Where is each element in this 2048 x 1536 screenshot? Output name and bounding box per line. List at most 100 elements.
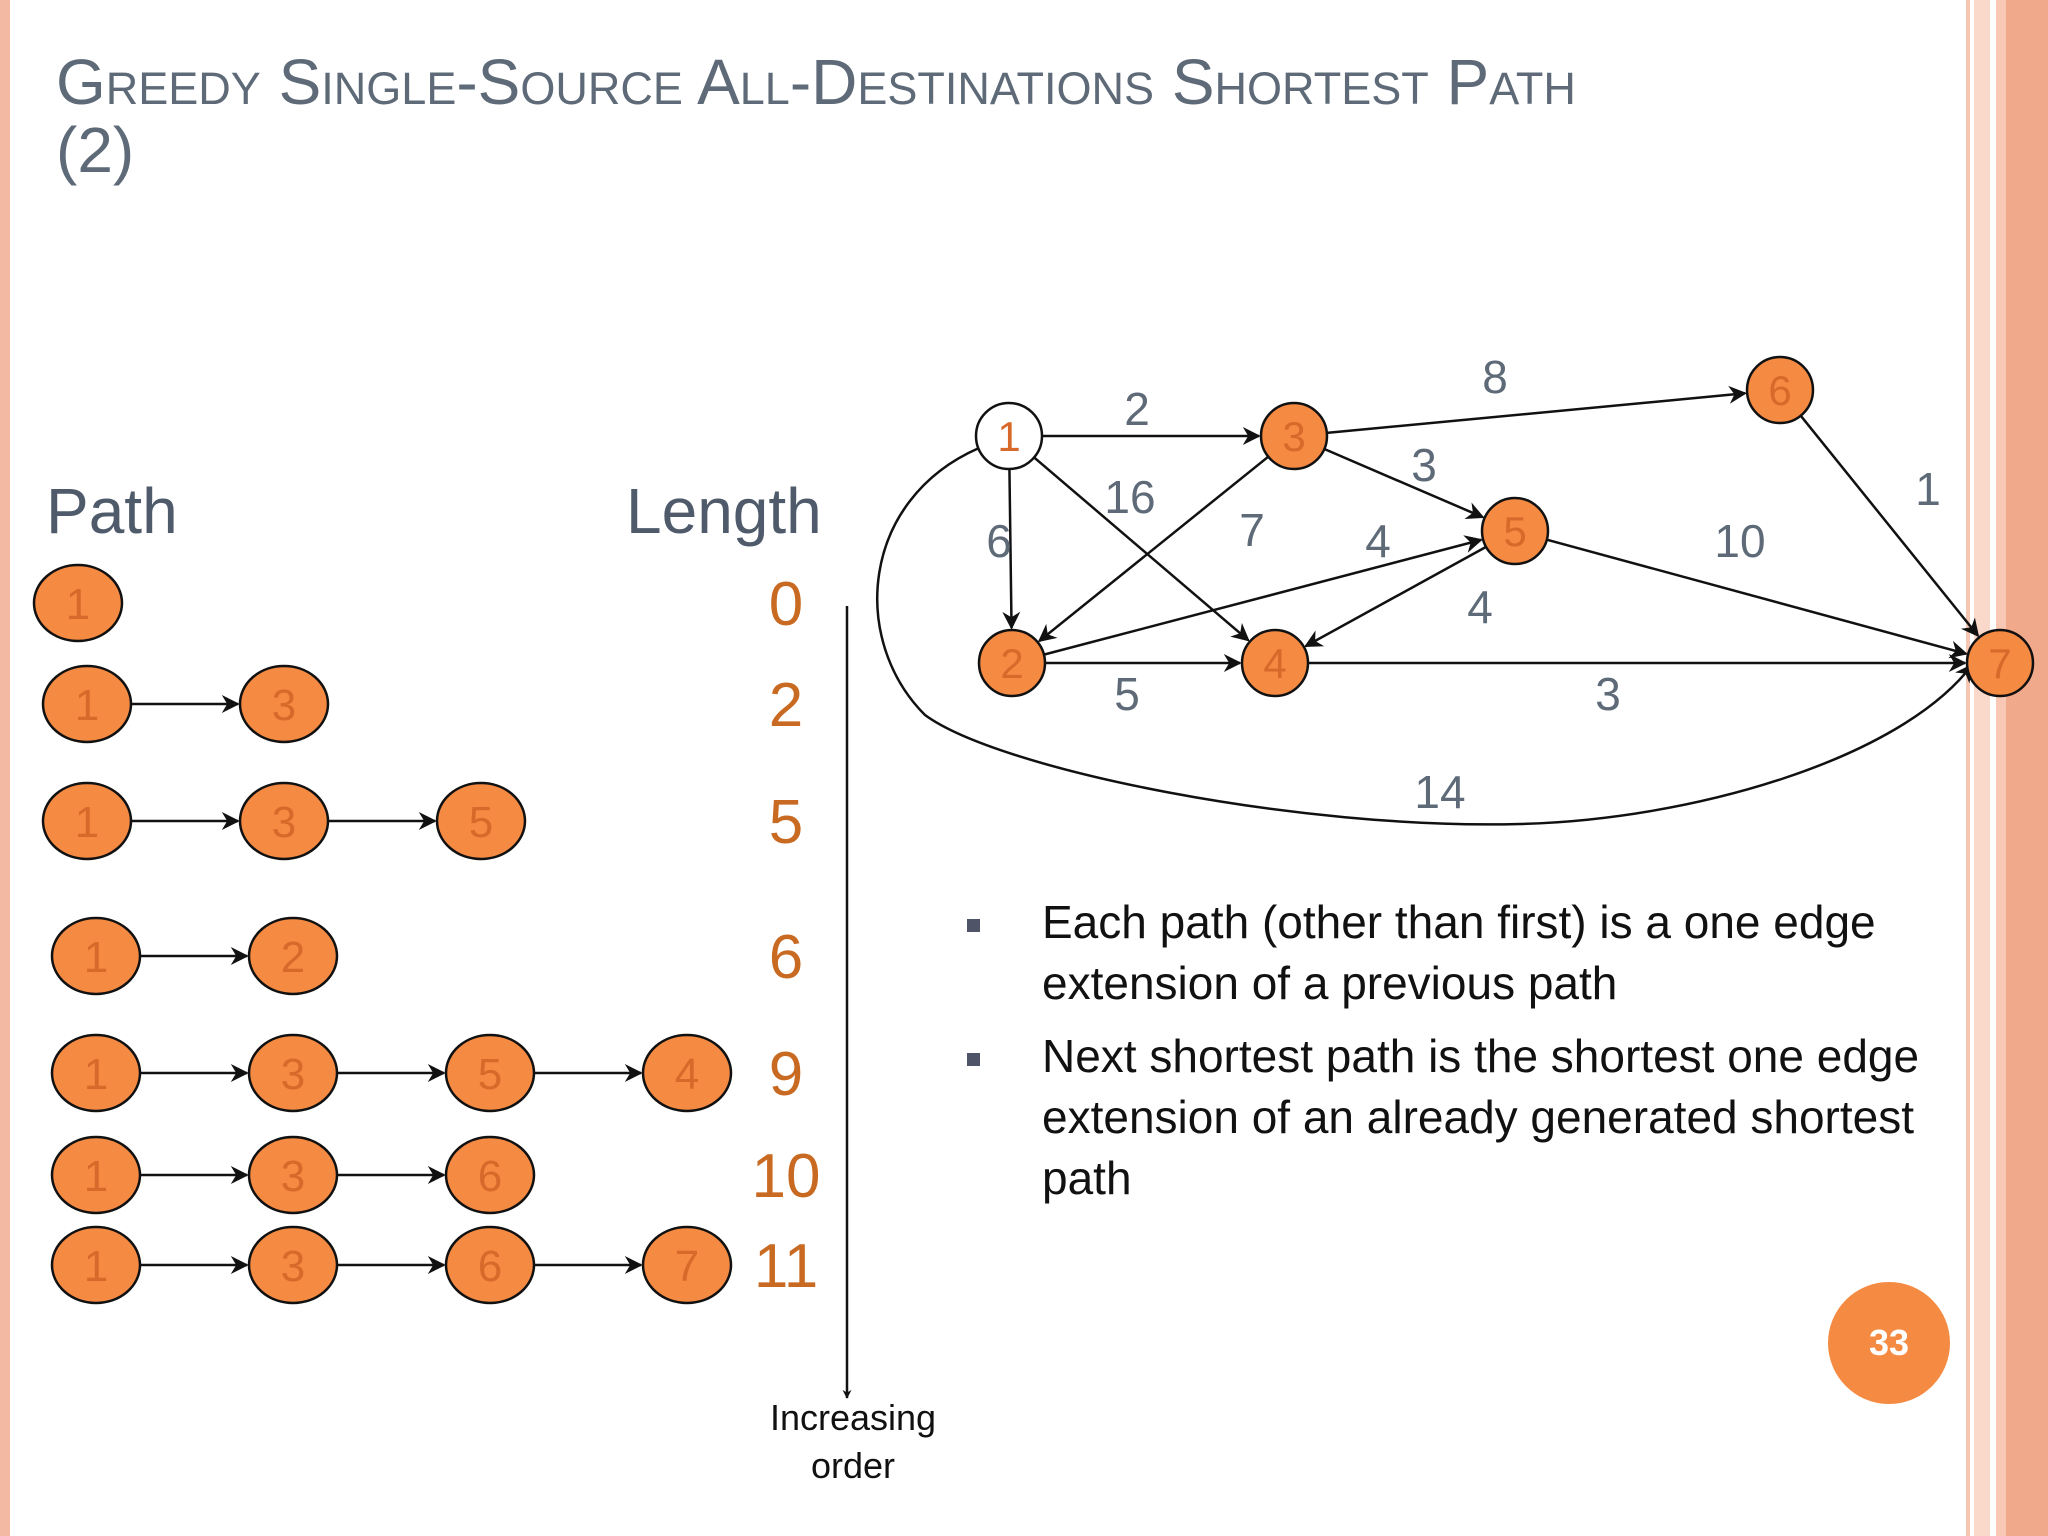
- path-node: 2: [247, 916, 339, 996]
- node-circle: [238, 664, 330, 744]
- edge-weight-label: 8: [1482, 351, 1508, 403]
- path-node: 3: [238, 781, 330, 861]
- graph-node: 2: [977, 628, 1047, 698]
- edge-weight-label: 2: [1124, 383, 1150, 435]
- node-circle: [247, 1225, 339, 1305]
- path-node: 3: [247, 1225, 339, 1305]
- node-circle: [247, 1033, 339, 1113]
- path-heading: Path: [46, 475, 178, 547]
- graph-edge: [876, 446, 1974, 826]
- graph-node: 5: [1480, 496, 1550, 566]
- node-circle: [1480, 496, 1550, 566]
- node-label: 5: [469, 798, 493, 847]
- edge-weight-label: 16: [1104, 471, 1155, 523]
- node-label: 1: [66, 580, 90, 629]
- path-node: 3: [247, 1135, 339, 1215]
- square-bullet-icon: [967, 1053, 980, 1066]
- node-label: 3: [272, 798, 296, 847]
- node-circle: [444, 1225, 536, 1305]
- edge-weight-label: 14: [1414, 766, 1465, 818]
- path-node: 1: [32, 563, 124, 643]
- node-circle: [247, 1135, 339, 1215]
- path-row: 1: [32, 563, 124, 643]
- path-row: 1 3 6 7: [50, 1225, 733, 1305]
- page-number-badge: 33: [1828, 1282, 1950, 1404]
- left-border-decoration: [0, 0, 10, 1536]
- node-circle: [238, 781, 330, 861]
- path-length-value: 9: [769, 1040, 803, 1109]
- path-node: 5: [435, 781, 527, 861]
- node-label: 1: [75, 681, 99, 730]
- path-node: 1: [50, 916, 142, 996]
- node-circle: [977, 628, 1047, 698]
- increasing-order-axis: Increasing order: [770, 606, 936, 1486]
- node-label: 3: [281, 1152, 305, 1201]
- graph-edge: [1323, 447, 1485, 520]
- square-bullet-icon: [967, 919, 980, 932]
- path-node: 4: [641, 1033, 733, 1113]
- node-circle: [50, 1033, 142, 1113]
- path-length-value: 6: [769, 923, 803, 992]
- node-label: 1: [75, 798, 99, 847]
- node-label: 5: [478, 1050, 502, 1099]
- graph-node: 4: [1240, 628, 1310, 698]
- node-circle: [50, 916, 142, 996]
- edge-weight-label: 4: [1365, 515, 1391, 567]
- order-label: Increasing: [770, 1397, 936, 1438]
- path-node: 5: [444, 1033, 536, 1113]
- node-label: 3: [272, 681, 296, 730]
- graph-node: 6: [1745, 355, 1815, 425]
- node-label: 1: [84, 1050, 108, 1099]
- node-label: 7: [1988, 640, 2011, 687]
- graph-edge: [1799, 414, 1980, 638]
- graph-node: 7: [1965, 628, 2035, 698]
- bullet-item: Each path (other than first) is a one ed…: [960, 892, 1970, 1014]
- graph-node: 3: [1259, 401, 1329, 471]
- path-node: 7: [641, 1225, 733, 1305]
- node-circle: [41, 664, 133, 744]
- bullet-item: Next shortest path is the shortest one e…: [960, 1026, 1970, 1209]
- edge-weight-label: 10: [1714, 515, 1765, 567]
- path-node: 1: [50, 1033, 142, 1113]
- node-label: 1: [84, 1242, 108, 1291]
- node-label: 7: [675, 1242, 699, 1291]
- edge-weight-label: 3: [1595, 668, 1621, 720]
- edge-weight-label: 5: [1114, 668, 1140, 720]
- node-label: 3: [281, 1242, 305, 1291]
- node-label: 4: [1263, 640, 1286, 687]
- path-node: 1: [41, 781, 133, 861]
- path-node: 1: [41, 664, 133, 744]
- path-node: 6: [444, 1135, 536, 1215]
- path-length-value: 2: [769, 671, 803, 740]
- right-border-decoration: [1960, 0, 2048, 1536]
- edge-weight-label: 6: [986, 515, 1012, 567]
- node-circle: [1965, 628, 2035, 698]
- node-label: 6: [1768, 367, 1791, 414]
- node-circle: [435, 781, 527, 861]
- slide-title: Greedy Single-Source All-Destinations Sh…: [56, 48, 1936, 184]
- bullet-list: Each path (other than first) is a one ed…: [960, 892, 1970, 1221]
- node-circle: [641, 1033, 733, 1113]
- bullet-text: Each path (other than first) is a one ed…: [1042, 896, 1876, 1009]
- slide-title-line-1: Greedy Single-Source All-Destinations Sh…: [56, 46, 1576, 118]
- graph-edge: [1304, 545, 1487, 648]
- node-circle: [444, 1135, 536, 1215]
- node-label: 2: [281, 933, 305, 982]
- edge-weight-label: 3: [1411, 439, 1437, 491]
- path-length-value: 0: [769, 570, 803, 639]
- node-label: 6: [478, 1242, 502, 1291]
- bullet-text: Next shortest path is the shortest one e…: [1042, 1030, 1920, 1204]
- node-label: 6: [478, 1152, 502, 1201]
- node-label: 4: [675, 1050, 699, 1099]
- node-circle: [444, 1033, 536, 1113]
- node-label: 1: [84, 1152, 108, 1201]
- path-node: 1: [50, 1135, 142, 1215]
- node-circle: [32, 563, 124, 643]
- node-circle: [1745, 355, 1815, 425]
- order-label: order: [811, 1445, 895, 1486]
